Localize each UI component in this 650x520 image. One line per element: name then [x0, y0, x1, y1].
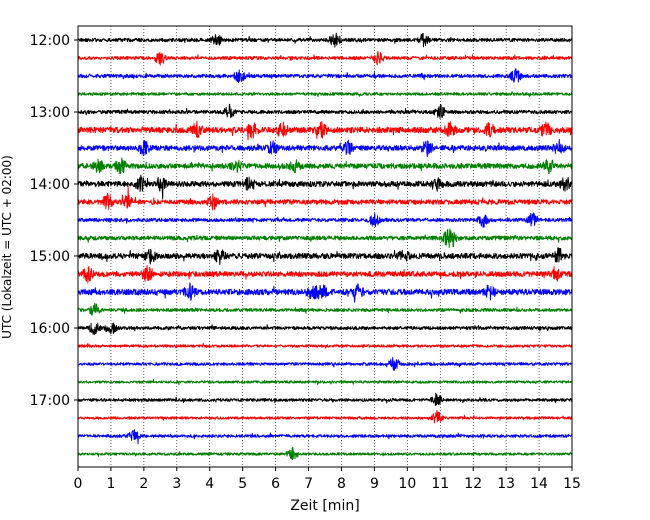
trace-1300 — [77, 103, 573, 119]
trace-1500 — [77, 247, 573, 266]
y-tick-label: 16:00 — [30, 321, 70, 337]
trace-1700 — [77, 392, 573, 407]
x-tick-label: 5 — [238, 476, 247, 492]
trace-1630 — [77, 356, 573, 371]
trace-1445 — [77, 228, 573, 249]
trace-1400 — [77, 174, 573, 200]
trace-1330 — [77, 138, 573, 158]
x-tick-label: 9 — [370, 476, 379, 492]
trace-1215 — [77, 50, 573, 66]
trace-1600 — [77, 322, 573, 335]
plot-area-frame — [77, 25, 573, 468]
x-tick-label: 13 — [497, 476, 515, 492]
x-tick-label: 7 — [304, 476, 313, 492]
y-tick-label: 15:00 — [30, 249, 70, 265]
trace-1430 — [77, 212, 573, 228]
trace-1345 — [77, 157, 573, 175]
x-tick-label: 6 — [271, 476, 280, 492]
x-tick-label: 14 — [530, 476, 548, 492]
x-tick-label: 3 — [172, 476, 181, 492]
y-tick-label: 14:00 — [30, 177, 70, 193]
y-axis-ticks: 12:00 13:00 14:00 15:00 16:00 17:00 — [30, 33, 78, 409]
trace-1545 — [77, 303, 573, 316]
trace-1745 — [77, 446, 573, 461]
x-axis-ticks: 0 1 2 3 4 5 6 7 8 9 10 11 12 13 14 15 — [74, 467, 581, 492]
x-tick-label: 8 — [337, 476, 346, 492]
trace-1730 — [77, 429, 573, 445]
x-tick-label: 11 — [431, 476, 449, 492]
trace-1200 — [77, 32, 573, 48]
trace-1230 — [77, 68, 573, 83]
x-tick-label: 4 — [205, 476, 214, 492]
x-tick-label: 2 — [139, 476, 148, 492]
x-tick-label: 10 — [398, 476, 416, 492]
trace-1715 — [77, 410, 573, 424]
x-tick-label: 15 — [563, 476, 581, 492]
trace-1615 — [77, 342, 573, 349]
trace-1515 — [77, 265, 573, 284]
x-axis-label: Zeit [min] — [290, 498, 359, 514]
x-tick-label: 12 — [464, 476, 482, 492]
trace-series — [77, 32, 573, 461]
y-tick-label: 13:00 — [30, 105, 70, 121]
trace-1415 — [77, 185, 573, 211]
trace-1645 — [77, 379, 573, 386]
x-tick-label: 1 — [106, 476, 115, 492]
y-axis-label: UTC (Lokalzeit = UTC + 02:00) — [0, 155, 14, 339]
y-tick-label: 17:00 — [30, 393, 70, 409]
y-tick-label: 12:00 — [30, 33, 70, 49]
trace-1530 — [77, 282, 573, 303]
x-tick-label: 0 — [74, 476, 83, 492]
trace-1315 — [77, 120, 573, 141]
trace-1245 — [77, 91, 573, 97]
